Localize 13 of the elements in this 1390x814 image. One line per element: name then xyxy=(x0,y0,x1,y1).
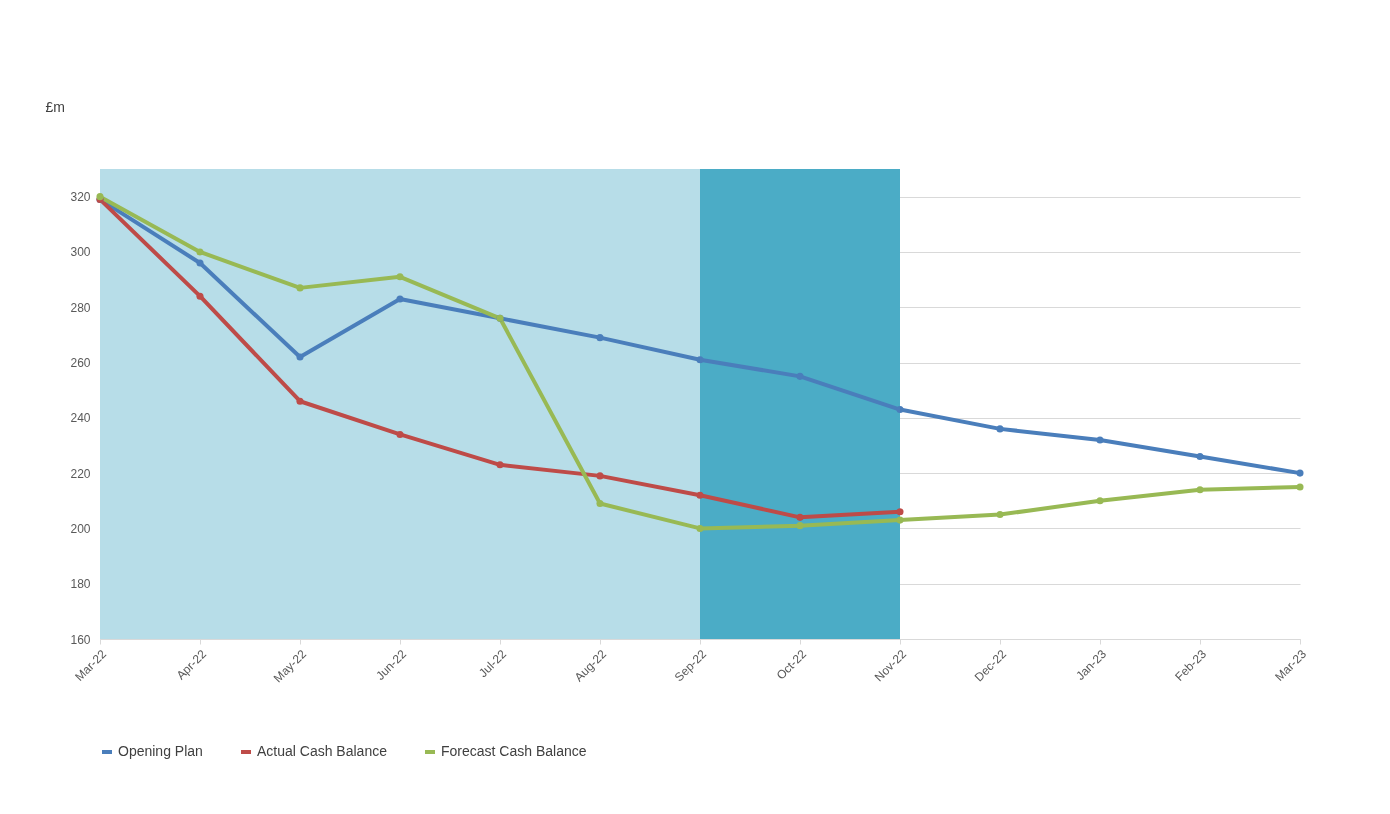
y-tick-label: 160 xyxy=(70,632,91,647)
y-tick-label: 180 xyxy=(70,577,91,592)
y-axis-title: £m xyxy=(45,98,65,115)
y-tick-label: 220 xyxy=(70,466,91,481)
y-tick-label: 300 xyxy=(70,245,91,260)
y-tick-label: 200 xyxy=(70,521,91,536)
legend-label: Opening Plan xyxy=(118,743,203,759)
legend-label: Forecast Cash Balance xyxy=(441,743,587,759)
y-tick-label: 320 xyxy=(70,190,91,205)
y-tick-label: 260 xyxy=(70,356,91,371)
y-tick-label: 240 xyxy=(70,411,91,426)
y-tick-label: 280 xyxy=(70,300,91,315)
legend-label: Actual Cash Balance xyxy=(257,743,388,759)
